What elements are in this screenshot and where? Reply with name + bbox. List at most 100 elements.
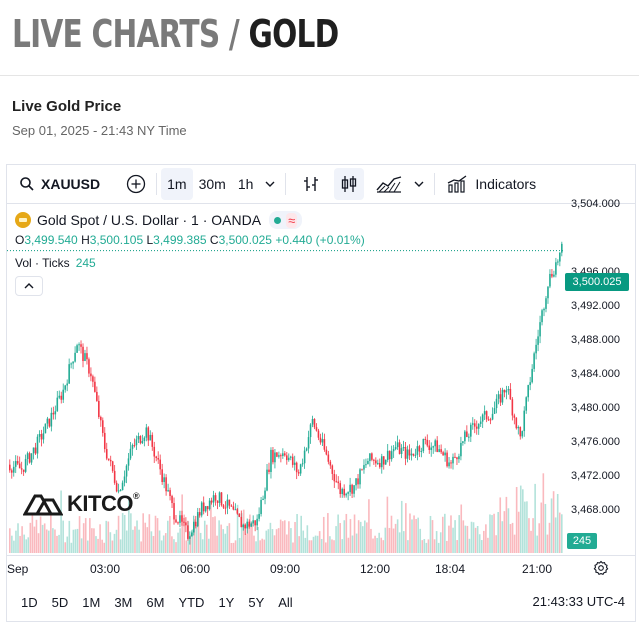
candle-body: [404, 447, 407, 459]
indicators-button[interactable]: Indicators: [441, 168, 542, 200]
volume-bar: [41, 524, 44, 553]
candle-body: [317, 430, 320, 438]
candle-body: [456, 457, 458, 460]
utc-clock[interactable]: 21:43:33 UTC-4: [532, 594, 626, 609]
volume-bar: [150, 531, 153, 553]
collapse-legend-button[interactable]: [15, 276, 43, 296]
volume-bar: [456, 540, 458, 553]
volume-bar: [343, 520, 346, 553]
candle-body: [147, 427, 150, 441]
price-tick: 3,476.000: [571, 436, 620, 448]
candle-body: [216, 500, 219, 503]
range-6m-button[interactable]: 6M: [146, 594, 165, 610]
candle-body: [555, 262, 557, 275]
candle-body: [66, 383, 68, 386]
candle-body: [92, 376, 94, 382]
volume-bar: [441, 516, 444, 553]
candle-body: [100, 417, 102, 421]
volume-bar: [66, 536, 69, 553]
volume-bar: [205, 524, 208, 553]
area-style-button[interactable]: [370, 168, 408, 200]
range-1m-button[interactable]: 1M: [82, 594, 101, 610]
candle-body: [436, 440, 438, 452]
candle-body: [187, 525, 189, 539]
volume-bar: [25, 539, 28, 553]
candles-style-button[interactable]: [334, 168, 365, 200]
interval-1m-button[interactable]: 1m: [161, 168, 193, 200]
candle-body: [74, 352, 76, 362]
volume-bar: [421, 540, 424, 553]
candle-body: [359, 469, 361, 485]
range-5d-button[interactable]: 5D: [51, 594, 69, 610]
volume-bar: [333, 540, 335, 553]
candle-body: [105, 449, 108, 459]
candle-body: [287, 457, 290, 461]
compare-symbol-button[interactable]: [120, 168, 152, 200]
time-axis[interactable]: Sep 03:00 06:00 09:00 12:00 18:04 21:00: [7, 555, 635, 581]
range-1y-button[interactable]: 1Y: [218, 594, 235, 610]
price-tick: 3,480.000: [571, 402, 620, 414]
candle-body: [86, 353, 88, 360]
candle-body: [430, 447, 433, 450]
volume-bar: [454, 520, 456, 553]
settings-gear-icon[interactable]: [593, 560, 609, 576]
candle-body: [198, 512, 201, 516]
candle-body: [529, 382, 531, 386]
price-scale[interactable]: 3,504.000 3,496.000 3,492.000 3,488.000 …: [565, 198, 635, 555]
candle-body: [123, 476, 126, 483]
interval-30m-button[interactable]: 30m: [198, 176, 226, 192]
volume-bar: [411, 519, 413, 553]
bar-style-button[interactable]: [296, 168, 326, 200]
range-all-button[interactable]: All: [278, 594, 293, 610]
volume-bar: [359, 521, 362, 553]
candle-body: [268, 469, 270, 472]
range-3m-button[interactable]: 3M: [114, 594, 133, 610]
volume-bar: [11, 535, 13, 553]
range-1d-button[interactable]: 1D: [21, 594, 38, 610]
candle-body: [444, 452, 446, 456]
candle-body: [193, 521, 195, 533]
symbol-search[interactable]: XAUUSD: [13, 168, 106, 200]
chart-style-dropdown[interactable]: [408, 168, 430, 200]
interval-dropdown[interactable]: [259, 168, 281, 200]
candle-body: [282, 453, 284, 457]
volume-bar: [9, 528, 11, 553]
market-status-pill[interactable]: ≈: [269, 211, 303, 229]
candle-body: [173, 503, 175, 520]
candle-body: [485, 411, 488, 420]
range-selector: 1D 5D 1M 3M 6M YTD 1Y 5Y All 21:43:33 UT…: [7, 585, 635, 619]
volume-bar: [302, 530, 305, 553]
candle-body: [357, 478, 359, 485]
candle-body: [507, 388, 510, 391]
volume-bar: [132, 529, 134, 553]
last-price-tag: 3,500.025: [565, 273, 629, 291]
volume-bar: [429, 515, 432, 553]
volume-bar: [257, 527, 259, 553]
interval-1h-button[interactable]: 1h: [237, 176, 254, 192]
volume-bar: [111, 540, 114, 553]
volume-bar: [444, 513, 446, 553]
range-ytd-button[interactable]: YTD: [178, 594, 205, 610]
volume-bar: [524, 501, 526, 553]
low-value: 3,499.385: [153, 233, 207, 247]
volume-bar: [312, 536, 315, 553]
candle-body: [131, 445, 134, 449]
candle-body: [377, 462, 379, 464]
price-chart[interactable]: [7, 205, 565, 555]
candle-body: [264, 490, 266, 499]
candle-body: [371, 453, 373, 460]
volume-bar: [409, 513, 411, 553]
range-5y-button[interactable]: 5Y: [248, 594, 265, 610]
time-label: 03:00: [90, 562, 121, 576]
volume-bar: [423, 538, 426, 553]
volume-bar: [273, 535, 276, 553]
kitco-word: KITCO: [67, 491, 133, 516]
volume-bar: [466, 525, 469, 553]
candle-body: [462, 441, 464, 443]
volume-bar: [269, 522, 272, 553]
candle-body: [220, 492, 223, 506]
candle-body: [32, 447, 35, 454]
volume-bar: [515, 487, 518, 553]
candle-body: [412, 453, 415, 456]
candle-body: [438, 449, 440, 452]
